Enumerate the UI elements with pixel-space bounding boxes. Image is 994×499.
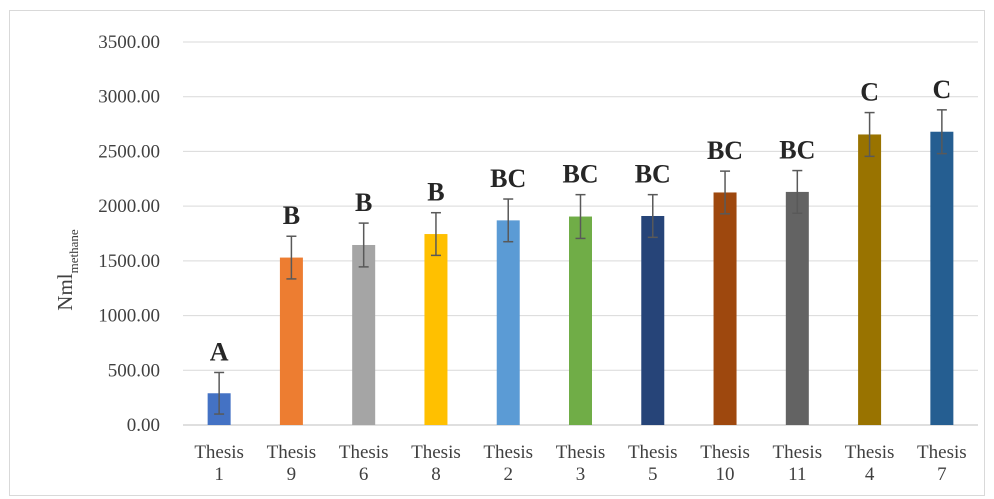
bar: [279, 257, 303, 425]
group-letter-label: BC: [635, 160, 671, 189]
x-category-label: Thesis 7: [917, 442, 967, 485]
group-letter-label: BC: [562, 160, 598, 189]
group-letter-label: BC: [779, 136, 815, 165]
x-category-label: Thesis 8: [411, 442, 461, 485]
x-category-label-line: Thesis: [917, 442, 967, 463]
error-bar: [575, 193, 586, 240]
y-tick-label: 500.00: [108, 360, 160, 381]
group-letters: A B B B BC BC BC BC BC C C: [210, 75, 952, 367]
y-tick-label: 3000.00: [98, 87, 160, 108]
error-bar: [647, 193, 658, 239]
y-axis-title-sub: methane: [66, 229, 81, 273]
x-category-label-line: Thesis: [411, 442, 461, 463]
x-category-label: Thesis 3: [556, 442, 606, 485]
x-category-label-line: Thesis: [483, 442, 533, 463]
group-letter-label: BC: [490, 164, 526, 193]
group-letter-label: BC: [707, 136, 743, 165]
error-bars: [214, 109, 947, 415]
bar: [930, 131, 954, 425]
x-category-label-line: 5: [648, 464, 658, 485]
group-letter-label: B: [283, 201, 300, 230]
x-category-label-line: Thesis: [556, 442, 606, 463]
x-category-label-line: Thesis: [773, 442, 823, 463]
error-bar: [503, 198, 514, 243]
bar: [713, 192, 737, 425]
y-tick-label: 1000.00: [98, 306, 160, 327]
bar: [424, 234, 448, 425]
bar: [352, 244, 376, 425]
group-letter-label: B: [427, 178, 444, 207]
error-bar: [358, 222, 369, 268]
error-bar: [286, 235, 297, 280]
y-tick-label: 2500.00: [98, 141, 160, 162]
x-category-label-line: 2: [503, 464, 513, 485]
x-category-label: Thesis 1: [194, 442, 244, 485]
x-category-label: Thesis 9: [267, 442, 317, 485]
x-category-label-line: 9: [287, 464, 297, 485]
x-category-label: Thesis 11: [773, 442, 823, 485]
x-category-label-line: 10: [716, 464, 735, 485]
error-bar: [430, 211, 441, 257]
x-category-label: Thesis 4: [845, 442, 895, 485]
x-category-label-line: Thesis: [845, 442, 895, 463]
x-category-label-line: 1: [214, 464, 224, 485]
x-category-label-line: Thesis: [628, 442, 678, 463]
y-tick-label: 0.00: [127, 415, 160, 436]
group-letter-label: B: [355, 188, 372, 217]
y-tick-label: 1500.00: [98, 251, 160, 272]
x-category-label-line: Thesis: [339, 442, 389, 463]
bar: [569, 216, 592, 425]
bar: [641, 215, 665, 425]
error-bar: [720, 170, 731, 215]
x-category-label-line: Thesis: [267, 442, 317, 463]
x-category-label-line: 11: [788, 464, 806, 485]
error-bar: [936, 109, 947, 155]
bar: [496, 220, 520, 425]
group-letter-label: C: [860, 78, 879, 107]
y-axis-title: Nmlmethane: [53, 229, 81, 311]
y-tick-label: 3500.00: [98, 32, 160, 53]
x-category-label: Thesis 5: [628, 442, 678, 485]
x-category-label-line: Thesis: [700, 442, 750, 463]
x-category-label-line: Thesis: [194, 442, 244, 463]
x-category-label-line: 3: [576, 464, 586, 485]
y-axis-title-main: Nml: [53, 273, 77, 311]
x-category-label: Thesis 2: [483, 442, 533, 485]
x-category-label-line: 8: [431, 464, 441, 485]
error-bar: [864, 111, 875, 158]
x-category-label-line: 7: [937, 464, 947, 485]
x-category-label-line: 4: [865, 464, 875, 485]
x-category-label-line: 6: [359, 464, 369, 485]
group-letter-label: C: [932, 75, 951, 104]
y-tick-label: 2000.00: [98, 196, 160, 217]
group-letter-label: A: [210, 337, 229, 366]
x-category-label: Thesis 6: [339, 442, 389, 485]
y-tick-labels: 0.00 500.00 1000.00 1500.00 2000.00 2500.00 30…: [98, 32, 160, 436]
error-bar: [214, 371, 225, 415]
bar: [858, 134, 882, 425]
bar: [785, 191, 809, 425]
x-category-label: Thesis 10: [700, 442, 750, 485]
error-bar: [792, 169, 803, 215]
